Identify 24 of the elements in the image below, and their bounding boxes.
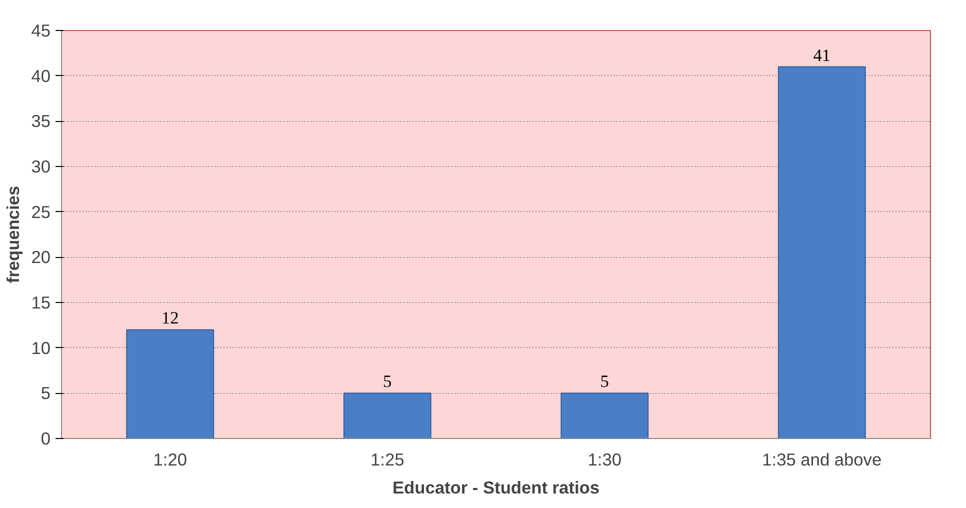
x-tick-label: 1:20: [153, 450, 187, 470]
data-label: 5: [600, 372, 609, 392]
y-tick-label: 15: [31, 292, 51, 312]
y-tick-label: 5: [40, 383, 51, 404]
bar: [560, 392, 649, 438]
y-tick-label: 0: [40, 428, 51, 448]
bar: [778, 66, 866, 438]
data-label: 41: [813, 46, 831, 65]
x-tick-label: 1:25: [370, 450, 404, 470]
y-tick-label: 45: [31, 20, 51, 40]
y-tick-label: 10: [31, 338, 51, 358]
bar: [343, 392, 432, 438]
y-tick-label: 35: [31, 111, 51, 132]
data-label: 5: [383, 372, 392, 392]
data-label: 12: [161, 308, 179, 328]
bar: [126, 329, 214, 438]
x-tick-label: 1:35 and above: [762, 450, 882, 470]
y-tick-label: 40: [31, 66, 51, 86]
x-tick-label: 1:30: [588, 450, 622, 470]
y-tick-label: 20: [31, 247, 51, 268]
x-axis-title: Educator - Student ratios: [392, 478, 600, 498]
y-axis-title: frequencies: [3, 186, 24, 284]
y-tick-label: 25: [31, 202, 51, 222]
y-tick-label: 30: [31, 156, 51, 176]
